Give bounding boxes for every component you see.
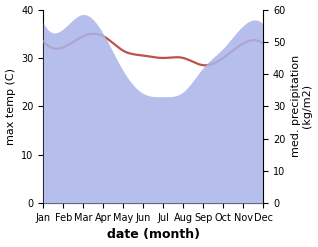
X-axis label: date (month): date (month): [107, 228, 200, 242]
Y-axis label: max temp (C): max temp (C): [5, 68, 16, 145]
Y-axis label: med. precipitation
(kg/m2): med. precipitation (kg/m2): [291, 55, 313, 158]
